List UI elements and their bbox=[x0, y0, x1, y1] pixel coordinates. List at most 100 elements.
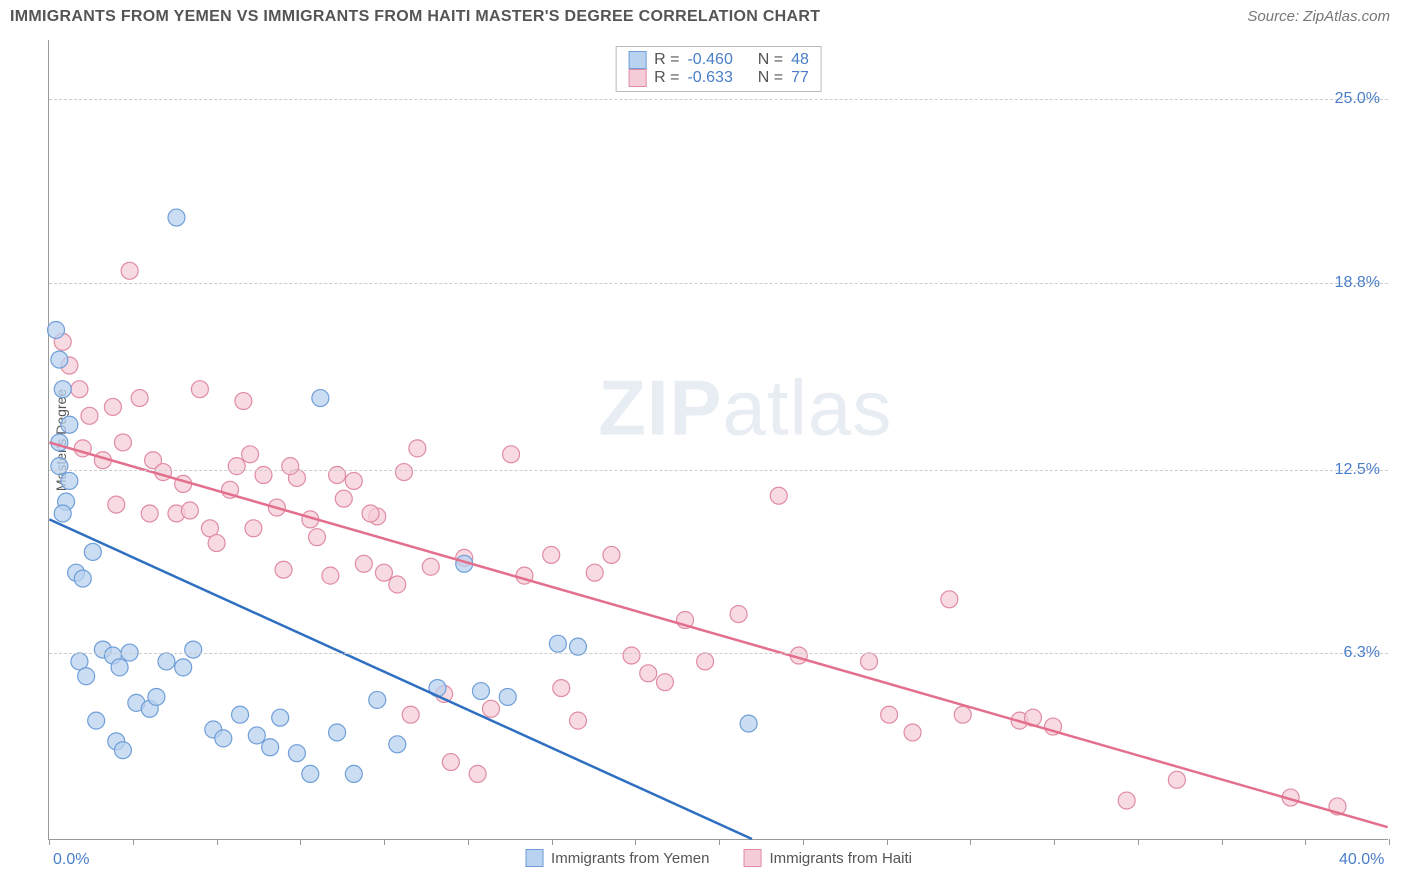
point-haiti bbox=[904, 724, 921, 741]
point-yemen bbox=[369, 691, 386, 708]
plot-region: ZIPatlas R = -0.460 N = 48 R = -0.633 N … bbox=[48, 40, 1388, 840]
point-haiti bbox=[697, 653, 714, 670]
point-haiti bbox=[375, 564, 392, 581]
point-yemen bbox=[312, 390, 329, 407]
point-haiti bbox=[656, 674, 673, 691]
chart-area: Master's Degree ZIPatlas R = -0.460 N = … bbox=[14, 40, 1392, 840]
point-haiti bbox=[228, 458, 245, 475]
r-label: R = bbox=[654, 51, 679, 69]
point-yemen bbox=[262, 739, 279, 756]
point-haiti bbox=[235, 393, 252, 410]
point-yemen bbox=[215, 730, 232, 747]
point-haiti bbox=[941, 591, 958, 608]
x-tick-mark bbox=[133, 839, 134, 845]
x-tick-mark bbox=[635, 839, 636, 845]
x-tick-mark bbox=[1305, 839, 1306, 845]
point-yemen bbox=[288, 745, 305, 762]
x-tick-mark bbox=[384, 839, 385, 845]
point-yemen bbox=[158, 653, 175, 670]
point-haiti bbox=[503, 446, 520, 463]
n-label: N = bbox=[758, 51, 783, 69]
x-tick-mark bbox=[49, 839, 50, 845]
point-haiti bbox=[1168, 771, 1185, 788]
point-yemen bbox=[48, 322, 65, 339]
legend-swatch-haiti bbox=[743, 849, 761, 867]
point-haiti bbox=[121, 262, 138, 279]
point-yemen bbox=[74, 570, 91, 587]
point-yemen bbox=[111, 659, 128, 676]
point-haiti bbox=[181, 502, 198, 519]
point-haiti bbox=[282, 458, 299, 475]
point-yemen bbox=[168, 209, 185, 226]
point-yemen bbox=[88, 712, 105, 729]
legend-label-yemen: Immigrants from Yemen bbox=[551, 850, 709, 867]
legend-item-haiti: Immigrants from Haiti bbox=[743, 849, 912, 867]
point-haiti bbox=[108, 496, 125, 513]
point-yemen bbox=[78, 668, 95, 685]
point-haiti bbox=[770, 487, 787, 504]
point-haiti bbox=[569, 712, 586, 729]
x-tick-mark bbox=[803, 839, 804, 845]
point-yemen bbox=[389, 736, 406, 753]
point-haiti bbox=[954, 706, 971, 723]
point-yemen bbox=[345, 765, 362, 782]
point-haiti bbox=[1118, 792, 1135, 809]
point-haiti bbox=[275, 561, 292, 578]
point-haiti bbox=[402, 706, 419, 723]
legend-item-yemen: Immigrants from Yemen bbox=[525, 849, 709, 867]
x-tick-mark bbox=[1054, 839, 1055, 845]
point-haiti bbox=[442, 754, 459, 771]
point-haiti bbox=[345, 472, 362, 489]
legend-label-haiti: Immigrants from Haiti bbox=[769, 850, 912, 867]
chart-title: IMMIGRANTS FROM YEMEN VS IMMIGRANTS FROM… bbox=[10, 8, 820, 26]
point-haiti bbox=[362, 505, 379, 522]
point-haiti bbox=[861, 653, 878, 670]
x-tick-mark bbox=[217, 839, 218, 845]
point-yemen bbox=[54, 381, 71, 398]
point-haiti bbox=[409, 440, 426, 457]
point-haiti bbox=[603, 546, 620, 563]
x-tick-mark bbox=[887, 839, 888, 845]
point-haiti bbox=[242, 446, 259, 463]
point-haiti bbox=[141, 505, 158, 522]
point-haiti bbox=[422, 558, 439, 575]
stats-swatch-haiti bbox=[628, 69, 646, 87]
point-haiti bbox=[208, 535, 225, 552]
point-haiti bbox=[322, 567, 339, 584]
n-value-haiti: 77 bbox=[791, 69, 809, 87]
point-haiti bbox=[389, 576, 406, 593]
point-haiti bbox=[335, 490, 352, 507]
point-haiti bbox=[104, 398, 121, 415]
point-yemen bbox=[51, 458, 68, 475]
x-tick-mark bbox=[1138, 839, 1139, 845]
point-haiti bbox=[355, 555, 372, 572]
point-haiti bbox=[469, 765, 486, 782]
point-yemen bbox=[175, 659, 192, 676]
point-haiti bbox=[131, 390, 148, 407]
gridline bbox=[49, 653, 1388, 654]
gridline bbox=[49, 99, 1388, 100]
x-tick-mark bbox=[1222, 839, 1223, 845]
point-yemen bbox=[302, 765, 319, 782]
point-yemen bbox=[84, 543, 101, 560]
point-haiti bbox=[81, 407, 98, 424]
y-tick-label: 12.5% bbox=[1335, 461, 1380, 479]
point-yemen bbox=[61, 472, 78, 489]
point-yemen bbox=[54, 505, 71, 522]
point-haiti bbox=[396, 464, 413, 481]
y-tick-label: 18.8% bbox=[1335, 274, 1380, 292]
point-yemen bbox=[232, 706, 249, 723]
source-attribution: Source: ZipAtlas.com bbox=[1247, 8, 1390, 25]
n-value-yemen: 48 bbox=[791, 51, 809, 69]
source-name: ZipAtlas.com bbox=[1303, 8, 1390, 25]
point-haiti bbox=[553, 680, 570, 697]
point-haiti bbox=[71, 381, 88, 398]
y-tick-label: 6.3% bbox=[1344, 644, 1380, 662]
source-prefix: Source: bbox=[1247, 8, 1303, 25]
point-yemen bbox=[61, 416, 78, 433]
point-yemen bbox=[51, 351, 68, 368]
point-yemen bbox=[499, 688, 516, 705]
stats-legend-box: R = -0.460 N = 48 R = -0.633 N = 77 bbox=[615, 46, 822, 92]
y-tick-label: 25.0% bbox=[1335, 90, 1380, 108]
legend-swatch-yemen bbox=[525, 849, 543, 867]
